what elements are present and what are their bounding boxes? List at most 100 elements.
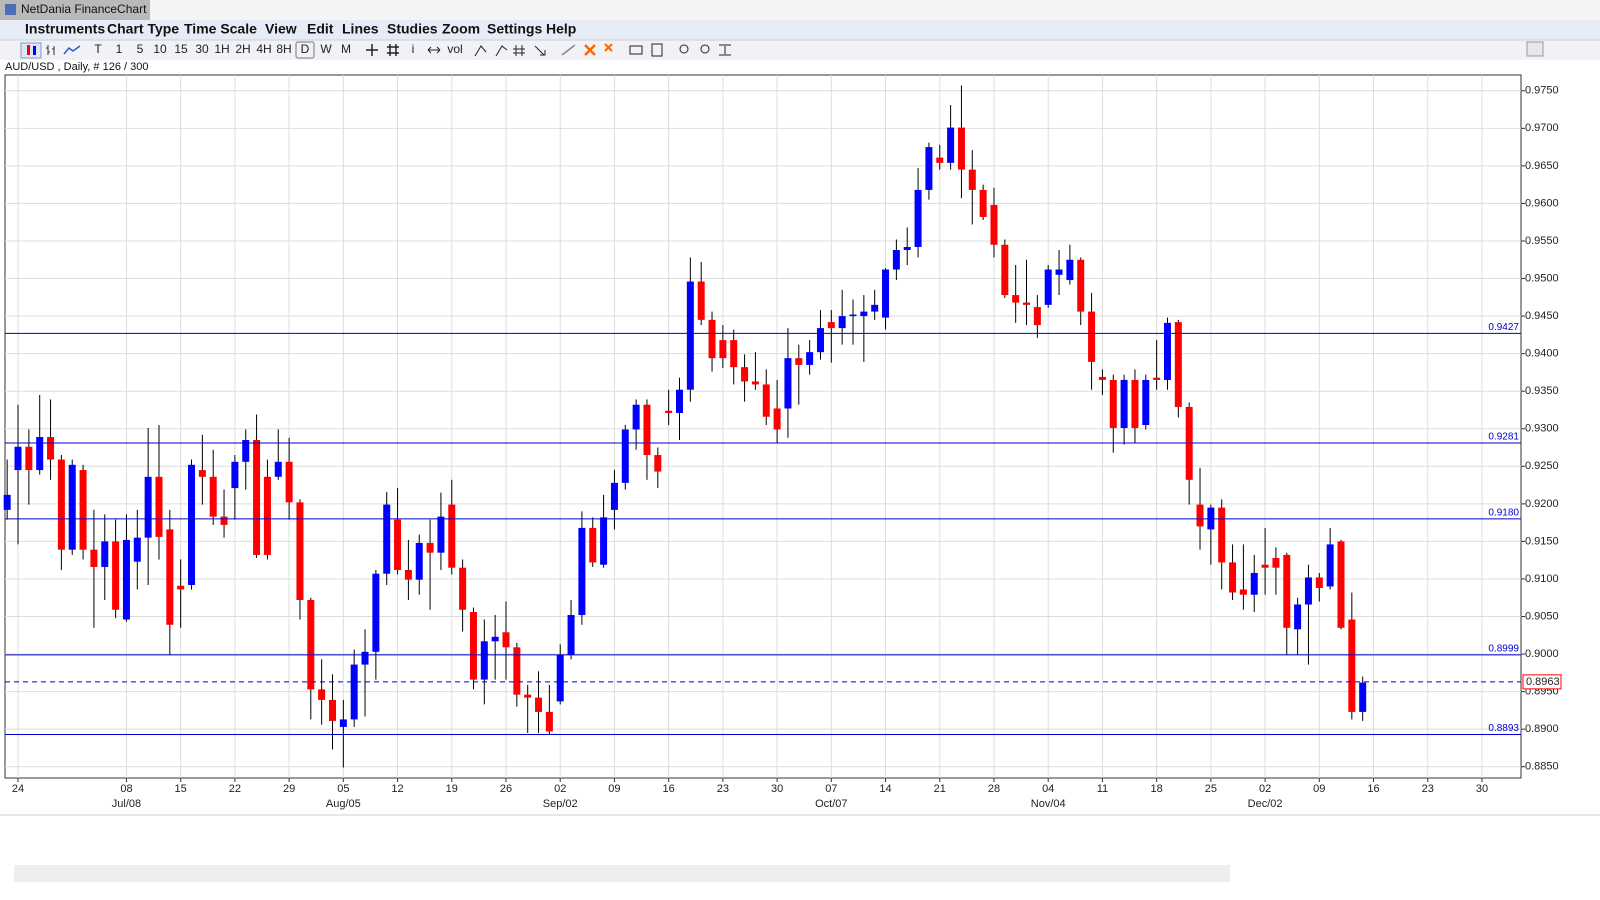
level-label: 0.9427 bbox=[1488, 322, 1519, 333]
candle-body bbox=[318, 689, 326, 700]
last-price-box bbox=[1522, 674, 1562, 690]
y-tick-label: 0.9500 bbox=[1525, 272, 1559, 284]
toolbar-button[interactable]: 30 bbox=[195, 42, 209, 56]
y-tick-label: 0.9650 bbox=[1525, 160, 1559, 172]
plot-frame bbox=[4, 74, 1522, 779]
candle-body bbox=[621, 429, 629, 483]
tool-trend[interactable] bbox=[561, 44, 576, 56]
candle-body bbox=[730, 340, 738, 368]
tool-selected-frame bbox=[295, 41, 315, 59]
candle-body bbox=[1250, 572, 1258, 595]
level-label: 0.8893 bbox=[1488, 723, 1519, 734]
menu-item[interactable]: Studies bbox=[387, 21, 438, 37]
toolbar-button[interactable]: 15 bbox=[174, 42, 188, 56]
x-tick-label: 23 bbox=[717, 783, 729, 795]
toolbar-button[interactable]: T bbox=[94, 42, 102, 56]
tool-grid[interactable] bbox=[387, 44, 399, 56]
candle-body bbox=[708, 319, 716, 359]
y-tick-label: 0.9000 bbox=[1525, 648, 1559, 660]
y-tick-label: 0.9750 bbox=[1525, 85, 1559, 97]
toolbar-button[interactable]: D bbox=[301, 42, 310, 56]
tool-line[interactable] bbox=[63, 45, 81, 55]
candle-body bbox=[220, 516, 228, 525]
tool-print[interactable] bbox=[629, 45, 643, 55]
x-tick-label: 16 bbox=[1367, 783, 1379, 795]
candle-body bbox=[328, 699, 336, 721]
candle-body bbox=[253, 440, 261, 555]
y-tick-label: 0.9600 bbox=[1525, 197, 1559, 209]
candle-body bbox=[198, 470, 206, 477]
candle-body bbox=[1044, 269, 1052, 305]
candle-body bbox=[274, 461, 282, 477]
x-major-label: Dec/02 bbox=[1248, 798, 1283, 810]
candle-body bbox=[90, 549, 98, 567]
toolbar-button[interactable]: M bbox=[341, 42, 351, 56]
x-tick-label: 23 bbox=[1422, 783, 1434, 795]
tool-ohlc[interactable] bbox=[46, 45, 55, 55]
toolbar-button[interactable]: 10 bbox=[153, 42, 167, 56]
toolbar-button[interactable]: 5 bbox=[137, 42, 144, 56]
toolbar-button[interactable]: 1 bbox=[116, 42, 123, 56]
toolbar-button[interactable]: 4H bbox=[256, 42, 271, 56]
menu-item[interactable]: View bbox=[265, 21, 297, 37]
candle-body bbox=[1033, 307, 1041, 326]
candle-body bbox=[209, 476, 217, 517]
candle-body bbox=[1283, 554, 1291, 628]
candle-body bbox=[567, 615, 575, 655]
candle-body bbox=[307, 599, 315, 690]
candle-body bbox=[816, 328, 824, 353]
candle-body bbox=[795, 358, 803, 365]
y-tick-label: 0.8900 bbox=[1525, 723, 1559, 735]
tool-zoom-in[interactable] bbox=[679, 44, 689, 54]
candle-body bbox=[1239, 589, 1247, 595]
menu-item[interactable]: Help bbox=[546, 21, 576, 37]
status-bar bbox=[14, 865, 1230, 882]
menu-item[interactable]: Settings bbox=[487, 21, 542, 37]
candle-body bbox=[155, 476, 163, 537]
toolbar-button[interactable]: vol bbox=[447, 42, 462, 56]
candle-body bbox=[1142, 379, 1150, 425]
y-tick-label: 0.9300 bbox=[1525, 423, 1559, 435]
y-tick-label: 0.9050 bbox=[1525, 610, 1559, 622]
candle-body bbox=[1218, 507, 1226, 563]
candle-body bbox=[372, 573, 380, 652]
candle-body bbox=[936, 157, 944, 163]
tool-preview[interactable] bbox=[651, 43, 663, 57]
toolbar-button[interactable]: i bbox=[412, 42, 415, 56]
menu-item[interactable]: Zoom bbox=[442, 21, 480, 37]
toolbar-button[interactable]: 2H bbox=[235, 42, 250, 56]
menu-item[interactable]: Edit bbox=[307, 21, 334, 37]
candle-body bbox=[47, 437, 55, 460]
x-tick-label: 12 bbox=[391, 783, 403, 795]
tool-drawing[interactable] bbox=[474, 45, 546, 57]
candle-body bbox=[751, 381, 759, 385]
candle-body bbox=[1098, 376, 1106, 380]
x-tick-label: 30 bbox=[771, 783, 783, 795]
candle-body bbox=[122, 539, 130, 620]
tool-fit[interactable] bbox=[719, 44, 731, 56]
candle-body bbox=[166, 529, 174, 625]
menu-item[interactable]: Time Scale bbox=[184, 21, 257, 37]
candle-body bbox=[3, 494, 11, 510]
tool-crosshair[interactable] bbox=[366, 44, 378, 56]
toolbar-button[interactable]: 1H bbox=[214, 42, 229, 56]
tool-zoom-out[interactable] bbox=[700, 44, 710, 54]
window-restore[interactable] bbox=[1526, 41, 1544, 57]
candle-body bbox=[524, 694, 532, 698]
candle-body bbox=[394, 519, 402, 570]
candle-body bbox=[1066, 259, 1074, 281]
toolbar-button[interactable]: 8H bbox=[276, 42, 291, 56]
candle-body bbox=[112, 541, 120, 610]
tool-pan[interactable] bbox=[427, 46, 441, 54]
menu-item[interactable]: Lines bbox=[342, 21, 379, 37]
candle-body bbox=[838, 316, 846, 329]
tool-candle-active[interactable] bbox=[20, 42, 42, 59]
tool-delete[interactable] bbox=[584, 44, 596, 56]
menu-bar bbox=[0, 20, 1600, 40]
menu-item[interactable]: Instruments bbox=[25, 21, 105, 37]
menu-item[interactable]: Chart Type bbox=[107, 21, 179, 37]
tool-delete-all[interactable] bbox=[604, 43, 613, 52]
toolbar-button[interactable]: W bbox=[320, 42, 332, 56]
